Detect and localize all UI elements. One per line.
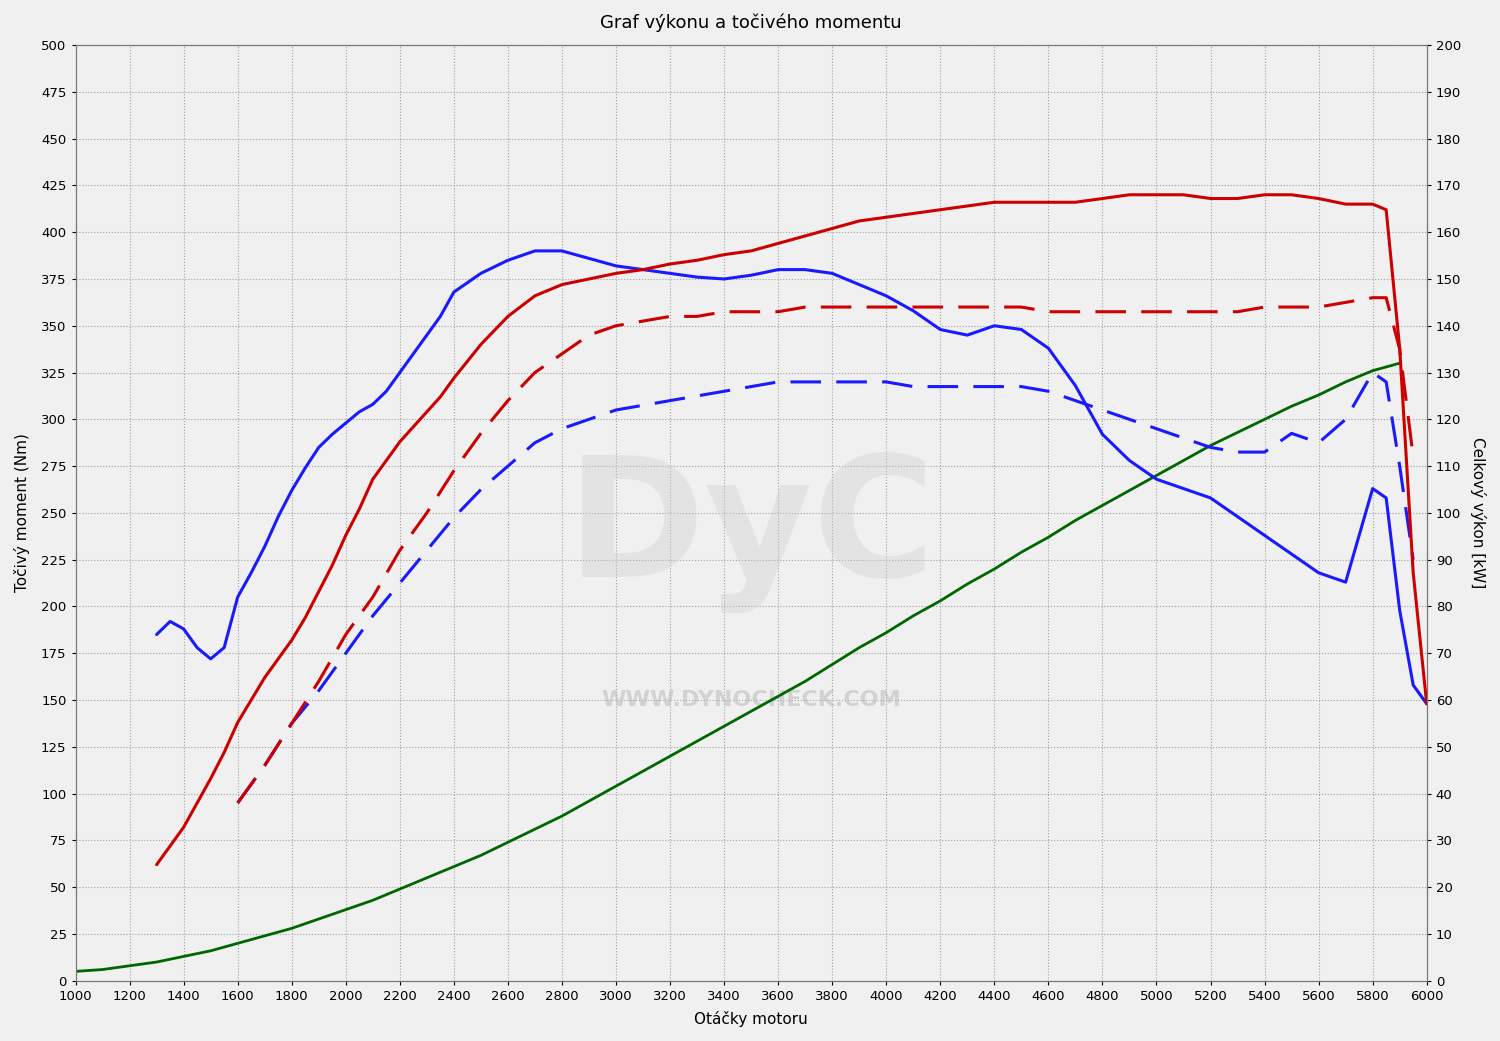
Y-axis label: Celkový výkon [kW]: Celkový výkon [kW] xyxy=(1470,437,1486,588)
X-axis label: Otáčky motoru: Otáčky motoru xyxy=(694,1011,808,1027)
Text: DyC: DyC xyxy=(567,450,936,613)
Y-axis label: Točivý moment (Nm): Točivý moment (Nm) xyxy=(13,433,30,592)
Title: Graf výkonu a točivého momentu: Graf výkonu a točivého momentu xyxy=(600,14,902,32)
Text: WWW.DYNOCHECK.COM: WWW.DYNOCHECK.COM xyxy=(602,690,902,710)
